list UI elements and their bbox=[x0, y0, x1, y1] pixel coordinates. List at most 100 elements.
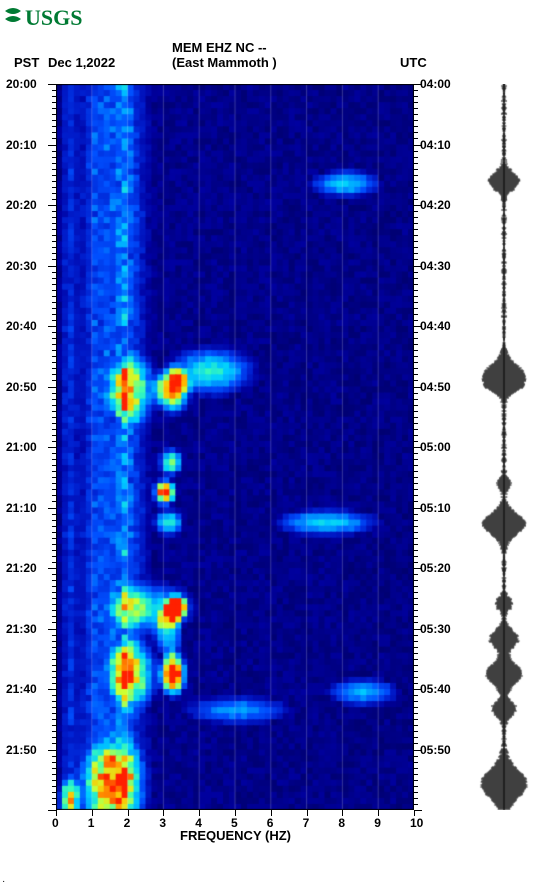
y-tick-right bbox=[414, 762, 418, 763]
y-tick-left bbox=[52, 193, 56, 194]
right-time-label: 04:40 bbox=[420, 319, 451, 333]
y-tick-left bbox=[52, 157, 56, 158]
y-tick-right bbox=[414, 695, 418, 696]
y-tick-left bbox=[52, 804, 56, 805]
y-tick-left bbox=[52, 514, 56, 515]
spectrogram-plot bbox=[56, 84, 414, 810]
y-tick-right bbox=[414, 157, 418, 158]
y-tick-left bbox=[52, 713, 56, 714]
y-tick-left bbox=[52, 701, 56, 702]
y-tick-right bbox=[414, 247, 418, 248]
y-tick-left bbox=[52, 151, 56, 152]
y-tick-right bbox=[414, 501, 418, 502]
y-tick-left bbox=[48, 266, 56, 267]
right-time-label: 05:50 bbox=[420, 743, 451, 757]
y-tick-right bbox=[414, 187, 418, 188]
left-tz-label: PST bbox=[14, 55, 39, 70]
y-tick-left bbox=[52, 598, 56, 599]
y-tick-right bbox=[414, 423, 418, 424]
y-tick-right bbox=[414, 665, 418, 666]
y-tick-right bbox=[414, 102, 418, 103]
y-tick-right bbox=[414, 592, 418, 593]
y-tick-left bbox=[48, 568, 56, 569]
corner-mark: · bbox=[2, 876, 5, 887]
y-tick-left bbox=[52, 241, 56, 242]
y-tick-left bbox=[52, 163, 56, 164]
y-tick-right bbox=[414, 175, 418, 176]
y-tick-left bbox=[52, 320, 56, 321]
y-tick-right bbox=[414, 677, 418, 678]
date-label: Dec 1,2022 bbox=[48, 55, 115, 70]
y-tick-right bbox=[414, 459, 418, 460]
y-tick-left bbox=[52, 338, 56, 339]
y-tick-right bbox=[414, 804, 418, 805]
y-tick-right bbox=[414, 689, 422, 690]
y-tick-left bbox=[52, 181, 56, 182]
y-tick-right bbox=[414, 465, 418, 466]
y-tick-right bbox=[414, 471, 418, 472]
y-tick-right bbox=[414, 725, 418, 726]
y-tick-left bbox=[48, 750, 56, 751]
left-time-label: 21:00 bbox=[6, 440, 37, 454]
y-tick-left bbox=[52, 653, 56, 654]
y-tick-right bbox=[414, 417, 418, 418]
y-tick-left bbox=[52, 731, 56, 732]
station-line1: MEM EHZ NC -- bbox=[172, 40, 267, 55]
y-tick-right bbox=[414, 453, 418, 454]
y-tick-right bbox=[414, 120, 418, 121]
y-tick-left bbox=[52, 683, 56, 684]
y-tick-right bbox=[414, 756, 418, 757]
y-tick-right bbox=[414, 659, 418, 660]
y-tick-left bbox=[52, 102, 56, 103]
right-time-label: 05:20 bbox=[420, 561, 451, 575]
y-tick-right bbox=[414, 151, 418, 152]
y-tick-left bbox=[52, 471, 56, 472]
y-tick-left bbox=[52, 199, 56, 200]
y-tick-right bbox=[414, 743, 418, 744]
y-tick-right bbox=[414, 405, 418, 406]
y-tick-right bbox=[414, 750, 422, 751]
y-tick-right bbox=[414, 393, 418, 394]
y-tick-left bbox=[52, 719, 56, 720]
y-tick-left bbox=[52, 792, 56, 793]
y-tick-right bbox=[414, 532, 418, 533]
y-tick-left bbox=[52, 671, 56, 672]
y-tick-left bbox=[52, 253, 56, 254]
y-tick-left bbox=[52, 114, 56, 115]
y-tick-left bbox=[52, 483, 56, 484]
y-tick-right bbox=[414, 296, 418, 297]
y-tick-left bbox=[52, 423, 56, 424]
y-tick-left bbox=[52, 707, 56, 708]
y-tick-right bbox=[414, 737, 418, 738]
y-tick-right bbox=[414, 641, 418, 642]
station-line2: (East Mammoth ) bbox=[172, 55, 277, 70]
y-tick-left bbox=[52, 380, 56, 381]
y-tick-left bbox=[52, 223, 56, 224]
y-tick-left bbox=[52, 780, 56, 781]
y-tick-right bbox=[414, 810, 422, 811]
y-tick-left bbox=[52, 399, 56, 400]
y-tick-right bbox=[414, 338, 418, 339]
right-time-label: 04:30 bbox=[420, 259, 451, 273]
usgs-logo: USGS bbox=[3, 3, 113, 38]
y-tick-left bbox=[52, 616, 56, 617]
y-tick-right bbox=[414, 169, 418, 170]
y-tick-right bbox=[414, 380, 418, 381]
y-tick-left bbox=[52, 314, 56, 315]
y-tick-left bbox=[52, 604, 56, 605]
y-tick-left bbox=[52, 417, 56, 418]
y-tick-right bbox=[414, 526, 418, 527]
y-tick-right bbox=[414, 411, 418, 412]
y-tick-right bbox=[414, 447, 422, 448]
y-tick-left bbox=[52, 520, 56, 521]
y-tick-left bbox=[52, 538, 56, 539]
y-tick-left bbox=[48, 629, 56, 630]
waveform-trace bbox=[478, 84, 530, 810]
y-tick-right bbox=[414, 253, 418, 254]
x-tick-label: 9 bbox=[374, 816, 381, 830]
y-tick-right bbox=[414, 235, 418, 236]
y-tick-right bbox=[414, 586, 418, 587]
y-tick-right bbox=[414, 798, 418, 799]
left-time-label: 21:10 bbox=[6, 501, 37, 515]
y-tick-right bbox=[414, 350, 418, 351]
